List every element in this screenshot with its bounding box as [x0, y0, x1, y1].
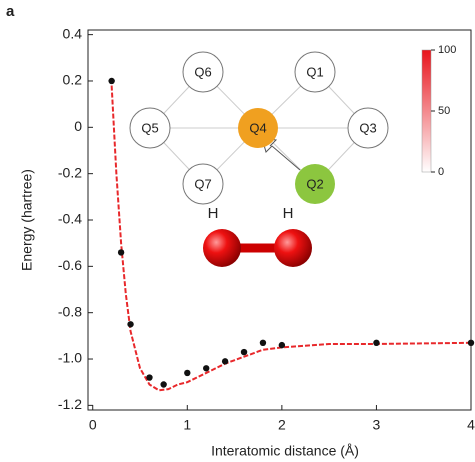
data-point: [221, 358, 229, 365]
data-point: [278, 341, 286, 349]
x-tick-label: 4: [467, 417, 475, 433]
qubit-label: Q3: [359, 120, 376, 135]
atom: [203, 229, 241, 267]
y-tick-label: -0.2: [58, 164, 82, 180]
y-tick-label: 0: [74, 118, 82, 134]
y-axis-label: Energy (hartree): [19, 169, 35, 271]
qubit: [347, 107, 389, 149]
y-tick-label: -1.2: [58, 396, 82, 412]
colorbar-tick-label: 50: [438, 105, 450, 117]
qubit: [182, 163, 224, 205]
colorbar: [421, 49, 432, 173]
qubit: [129, 107, 171, 149]
data-point: [240, 348, 248, 356]
atom-label: H: [208, 205, 219, 222]
data-point: [373, 339, 380, 347]
data-point: [117, 249, 125, 256]
data-point: [127, 321, 134, 328]
qubit-label: Q1: [306, 64, 323, 79]
atom-label: H: [283, 205, 294, 222]
qubit-label: Q5: [141, 120, 158, 135]
x-tick-label: 3: [373, 417, 381, 433]
colorbar-tick-label: 100: [438, 44, 456, 56]
colorbar-tick-label: 0: [438, 166, 444, 178]
y-tick-label: 0.2: [63, 72, 83, 88]
data-point: [467, 339, 475, 347]
y-tick-label: 0.4: [63, 25, 83, 41]
atom: [274, 229, 312, 267]
x-axis-label: Interatomic distance (Å): [211, 443, 359, 459]
qubit: [295, 164, 335, 204]
data-point: [203, 365, 210, 372]
data-point: [146, 374, 153, 381]
x-tick-label: 0: [89, 417, 97, 433]
data-point: [160, 381, 167, 388]
qubit: [294, 51, 336, 93]
plot-frame: [87, 29, 472, 411]
data-point: [184, 369, 191, 377]
data-point: [259, 339, 267, 347]
x-tick-label: 1: [183, 417, 191, 433]
panel-label: a: [6, 3, 15, 20]
qubit: [238, 108, 278, 148]
x-tick-label: 2: [278, 417, 286, 433]
y-tick-label: -0.6: [58, 257, 82, 273]
qubit-label: Q4: [249, 120, 266, 135]
y-tick-label: -1.0: [58, 350, 82, 366]
qubit-label: Q7: [194, 176, 211, 191]
qubit-label: Q2: [306, 176, 323, 191]
data-point: [108, 77, 115, 85]
qubit: [182, 51, 224, 93]
y-tick-label: -0.4: [58, 211, 82, 227]
y-tick-label: -0.8: [58, 303, 82, 319]
qubit-label: Q6: [194, 64, 211, 79]
